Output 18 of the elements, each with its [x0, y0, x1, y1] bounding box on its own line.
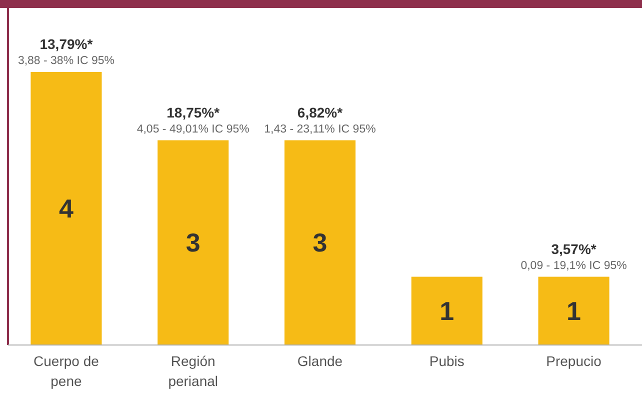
data-label: 1 — [566, 296, 582, 326]
annotation: 6,82%* — [297, 104, 344, 120]
annotation: 4,05 - 49,01% IC 95% — [136, 123, 250, 136]
annotation: 3,57%* — [551, 240, 597, 257]
data-label: 1 — [440, 296, 454, 326]
annotation: 18,75%* — [166, 104, 220, 120]
annotation: 13,79%* — [40, 36, 94, 52]
data-label: 4 — [58, 194, 74, 224]
x-tick-label: Región perianal — [168, 353, 218, 389]
annotation: 1,43 - 23,11% IC 95% — [264, 123, 376, 136]
x-tick-label: Cuerpo de pene — [34, 353, 100, 389]
x-tick-label: Glande — [297, 353, 343, 369]
annotation: 3,88 - 38% IC 95% — [18, 55, 114, 67]
data-label: 3 — [186, 228, 200, 258]
annotation: 0,09 - 19,1% IC 95% — [520, 260, 627, 272]
x-tick-label: Prepucio — [546, 353, 602, 369]
x-tick-label: Pubis — [429, 353, 464, 369]
data-label: 3 — [312, 228, 328, 258]
